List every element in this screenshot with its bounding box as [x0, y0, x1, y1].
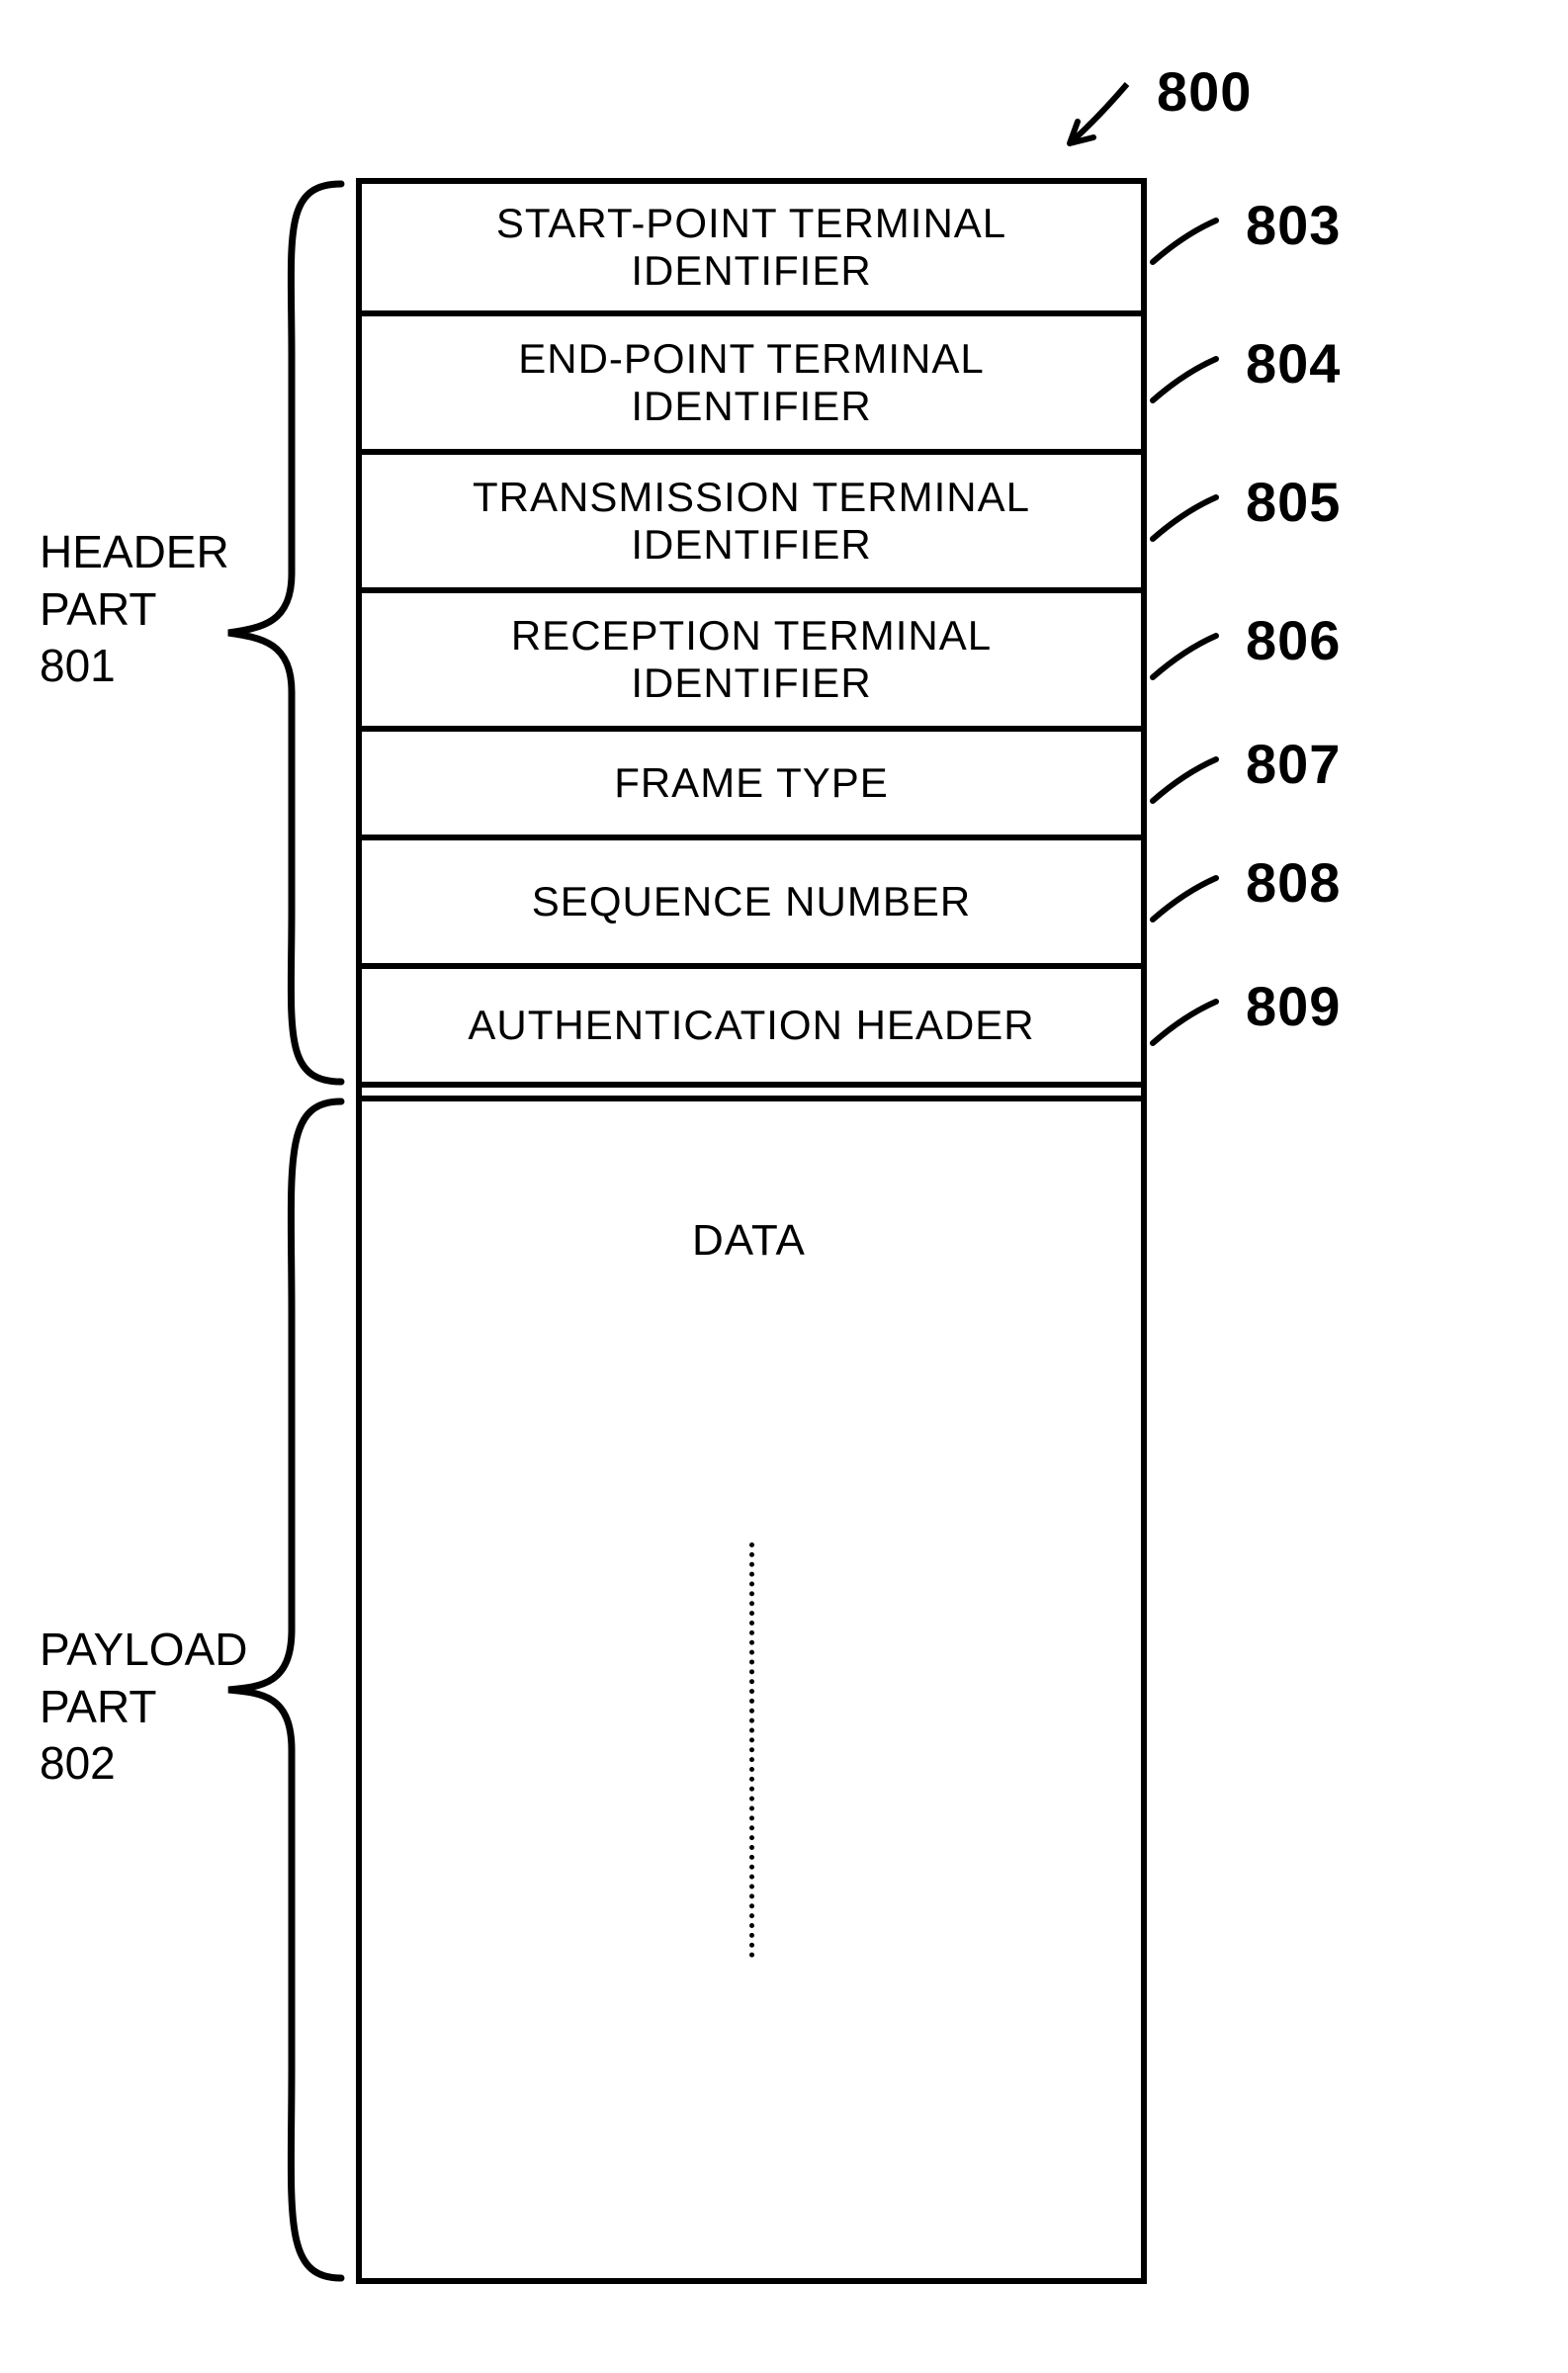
field-807: FRAME TYPE: [362, 732, 1141, 840]
payload-vdots: [749, 1542, 754, 1958]
ref-806: 806: [1246, 608, 1341, 672]
ref-804: 804: [1246, 331, 1341, 396]
lead-807: [1147, 751, 1226, 811]
lead-803: [1147, 213, 1226, 272]
header-side-label: HEADER PART 801: [40, 524, 229, 695]
ref-803: 803: [1246, 193, 1341, 257]
lead-808: [1147, 870, 1226, 929]
field-804: END-POINT TERMINAL IDENTIFIER: [362, 316, 1141, 455]
payload-side-label: PAYLOAD PART 802: [40, 1622, 247, 1793]
diagram-canvas: 800 START-POINT TERMINAL IDENTIFIER END-…: [0, 0, 1568, 2373]
field-806: RECEPTION TERMINAL IDENTIFIER: [362, 593, 1141, 732]
ref-808: 808: [1246, 850, 1341, 915]
ref-805: 805: [1246, 470, 1341, 534]
ref-809: 809: [1246, 974, 1341, 1038]
lead-806: [1147, 628, 1226, 687]
header-payload-double-rule: [362, 1096, 1141, 1101]
lead-809: [1147, 994, 1226, 1053]
field-803: START-POINT TERMINAL IDENTIFIER: [362, 184, 1141, 316]
ref-800: 800: [1157, 59, 1252, 124]
lead-805: [1147, 489, 1226, 549]
ref-800-arrow: [1048, 79, 1137, 168]
field-805: TRANSMISSION TERMINAL IDENTIFIER: [362, 455, 1141, 593]
field-809: AUTHENTICATION HEADER: [362, 969, 1141, 1088]
lead-804: [1147, 351, 1226, 410]
ref-807: 807: [1246, 732, 1341, 796]
field-808: SEQUENCE NUMBER: [362, 840, 1141, 969]
header-brace: [222, 178, 346, 1088]
payload-data-label: DATA: [692, 1216, 806, 1266]
